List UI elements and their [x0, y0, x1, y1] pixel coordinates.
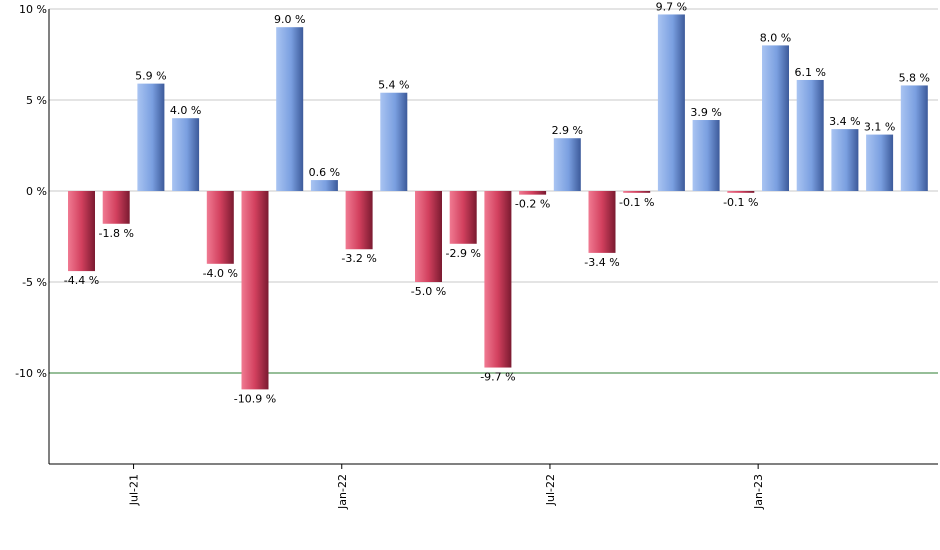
bar [345, 191, 373, 250]
y-tick-label: 0 % [26, 185, 47, 198]
bar-value-label: 2.9 % [552, 124, 583, 137]
bar-value-label: -2.9 % [445, 247, 480, 260]
bar-value-label: -5.0 % [411, 285, 446, 298]
bar [692, 120, 720, 191]
bar [727, 191, 755, 193]
bar [831, 129, 859, 191]
bar-layer [68, 14, 928, 390]
bar-value-label: 3.4 % [829, 115, 860, 128]
y-tick-label: 5 % [26, 94, 47, 107]
bar [588, 191, 616, 253]
bar-value-label: 0.6 % [309, 166, 340, 179]
bar-value-label: 9.7 % [656, 0, 687, 13]
x-tick-label: Jan-22 [336, 474, 349, 510]
y-tick-label: 10 % [19, 3, 47, 16]
bar [241, 191, 269, 390]
bar [310, 180, 338, 191]
bar [380, 92, 408, 191]
bar-value-label: 5.8 % [899, 71, 930, 84]
bar-value-label: -0.1 % [619, 196, 654, 209]
bar [866, 134, 894, 191]
bar-value-label: 5.4 % [378, 79, 409, 92]
bar [900, 85, 928, 191]
bar-value-label: -4.4 % [64, 274, 99, 287]
bar-value-label: -10.9 % [234, 392, 276, 405]
data-label-layer: -4.4 % -1.8 % 5.9 % 4.0 % -4.0 % -10.9 % 9.0 %… [64, 0, 930, 405]
bar-value-label: -4.0 % [203, 267, 238, 280]
bar [623, 191, 651, 193]
bar-value-label: -9.7 % [480, 371, 515, 384]
bar [657, 14, 685, 191]
y-tick-label: -10 % [15, 367, 47, 380]
bar [276, 27, 304, 192]
bar-value-label: -3.2 % [341, 252, 376, 265]
bar-value-label: 5.9 % [135, 70, 166, 83]
bar-value-label: -1.8 % [98, 227, 133, 240]
axis-layer: 10 % 5 % 0 % -5 % -10 % Jul-21 Jan-22 Jul-22 Jan… [15, 3, 938, 510]
bar-value-label: -3.4 % [584, 256, 619, 269]
bar [484, 191, 512, 368]
bar [415, 191, 442, 282]
bar [796, 79, 824, 191]
x-tick-label: Jul-21 [128, 474, 141, 506]
x-tick-label: Jul-22 [544, 474, 557, 506]
bar-value-label: -0.2 % [515, 198, 550, 211]
bar [449, 191, 477, 244]
bar [206, 191, 234, 264]
bar [762, 45, 789, 192]
bar-value-label: 9.0 % [274, 13, 305, 26]
bar-value-label: 6.1 % [794, 66, 825, 79]
bar-value-label: -0.1 % [723, 196, 758, 209]
bar-value-label: 3.9 % [690, 106, 721, 119]
y-tick-label: -5 % [22, 276, 47, 289]
bar [137, 83, 165, 191]
x-tick-label: Jan-23 [752, 474, 765, 510]
bar [68, 191, 95, 272]
bar [519, 191, 547, 195]
bar-value-label: 4.0 % [170, 104, 201, 117]
bar [172, 118, 200, 191]
bar-value-label: 3.1 % [864, 121, 895, 134]
bar-value-label: 8.0 % [760, 31, 791, 44]
bar [102, 191, 130, 224]
bar [553, 138, 581, 191]
